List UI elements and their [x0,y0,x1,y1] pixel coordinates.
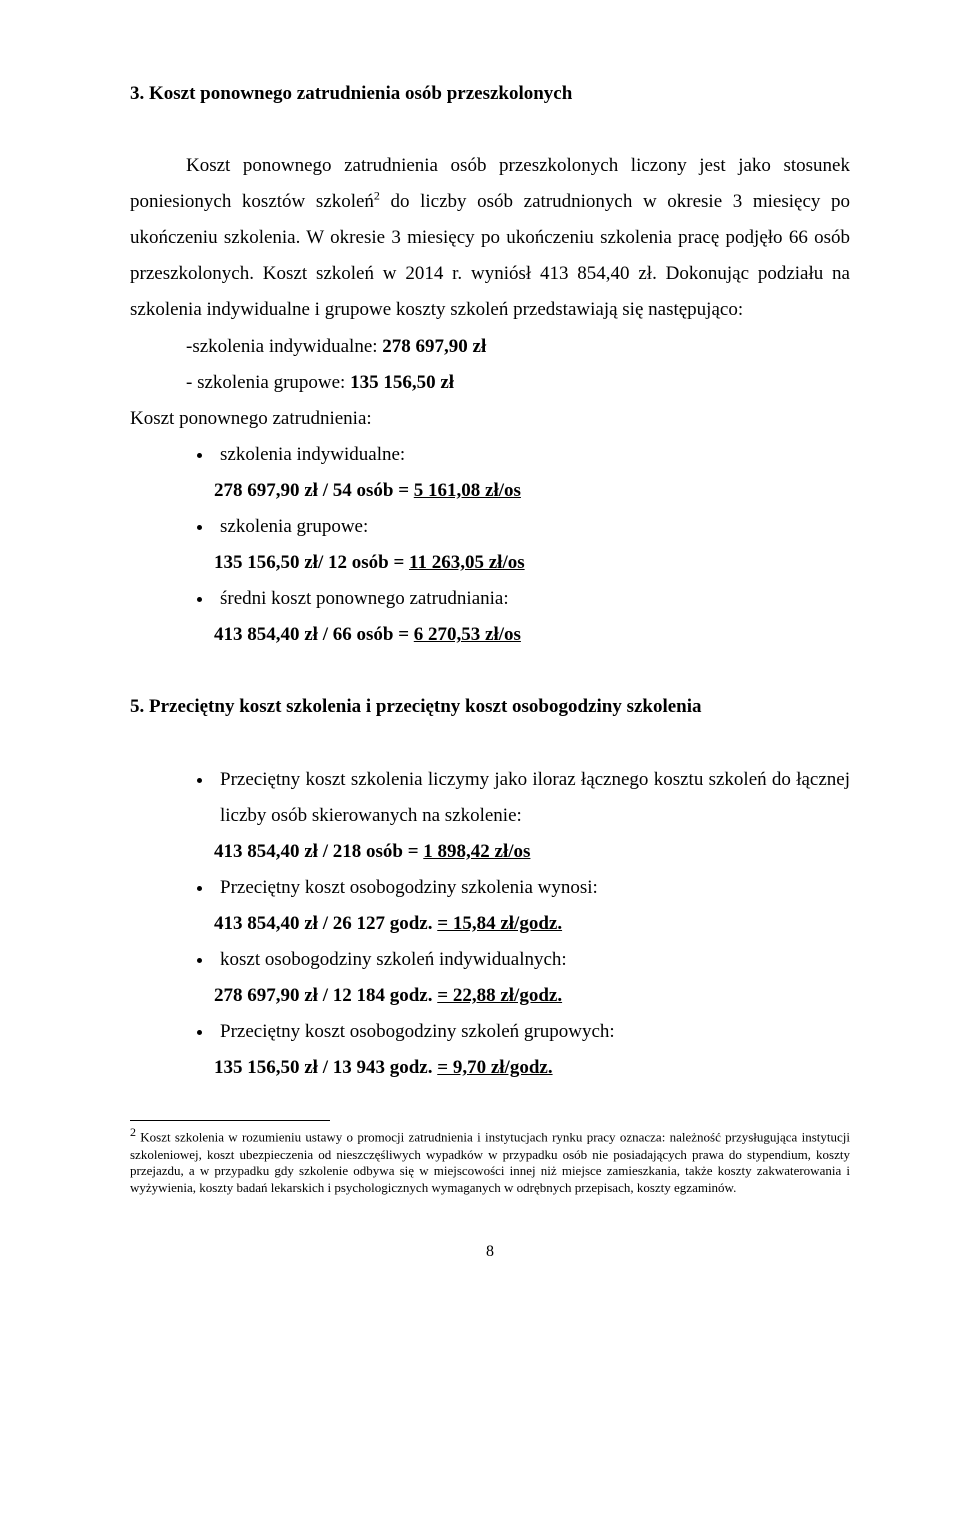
s5-bullet-list-2: Przeciętny koszt osobogodziny szkolenia … [130,870,850,906]
s5-b4-sub-a: 135 156,50 zł / 13 943 godz. [214,1057,437,1078]
indent2-value: 135 156,50 zł [350,372,454,393]
s5-b4-sub-u: = 9,70 zł/godz. [437,1057,552,1078]
indent2-label: - szkolenia grupowe: [186,372,350,393]
bullet-2-text: szkolenia grupowe: [220,516,368,537]
bullet-1-sub: 278 697,90 zł / 54 osób = 5 161,08 zł/os [214,473,850,509]
list-item: szkolenia grupowe: [214,509,850,545]
b3-sub-a: 413 854,40 zł / 66 osób = [214,624,414,645]
bullet-2-sub: 135 156,50 zł/ 12 osób = 11 263,05 zł/os [214,545,850,581]
b1-sub-u: 5 161,08 zł/os [414,480,521,501]
indent-line-2: - szkolenia grupowe: 135 156,50 zł [186,365,850,401]
indent1-value: 278 697,90 zł [382,336,486,357]
s5-b1-sub: 413 854,40 zł / 218 osób = 1 898,42 zł/o… [214,834,850,870]
list-item: Przeciętny koszt osobogodziny szkolenia … [214,870,850,906]
list-item: koszt osobogodziny szkoleń indywidualnyc… [214,942,850,978]
s5-bullet-list-4: Przeciętny koszt osobogodziny szkoleń gr… [130,1014,850,1050]
list-item: średni koszt ponownego zatrudniania: [214,581,850,617]
footnote-body: Koszt szkolenia w rozumieniu ustawy o pr… [130,1130,850,1196]
s5-b4-text: Przeciętny koszt osobogodziny szkoleń gr… [220,1021,615,1042]
heading-5: 5. Przeciętny koszt szkolenia i przecięt… [130,689,850,725]
indent-line-1: -szkolenia indywidualne: 278 697,90 zł [186,329,850,365]
s5-bullet-list-1: Przeciętny koszt szkolenia liczymy jako … [130,762,850,834]
s5-b1-sub-a: 413 854,40 zł / 218 osób = [214,841,423,862]
footnote-separator [130,1120,330,1121]
list-item: szkolenia indywidualne: [214,437,850,473]
s5-b4-sub: 135 156,50 zł / 13 943 godz. = 9,70 zł/g… [214,1050,850,1086]
s5-b2-text: Przeciętny koszt osobogodziny szkolenia … [220,877,598,898]
s5-bullet-list-3: koszt osobogodziny szkoleń indywidualnyc… [130,942,850,978]
s5-b2-sub-u: = 15,84 zł/godz. [437,913,562,934]
heading-3: 3. Koszt ponownego zatrudnienia osób prz… [130,76,850,112]
b3-sub-u: 6 270,53 zł/os [414,624,521,645]
bullet-list-2: szkolenia grupowe: [130,509,850,545]
b1-sub-a: 278 697,90 zł / 54 osób = [214,480,414,501]
footnote-text: 2 Koszt szkolenia w rozumieniu ustawy o … [130,1125,850,1197]
s5-b2-sub: 413 854,40 zł / 26 127 godz. = 15,84 zł/… [214,906,850,942]
b2-sub-a: 135 156,50 zł/ 12 osób = [214,552,409,573]
s5-b1-sub-u: 1 898,42 zł/os [423,841,530,862]
s5-b3-text: koszt osobogodziny szkoleń indywidualnyc… [220,949,567,970]
bullet-3-text: średni koszt ponownego zatrudniania: [220,588,509,609]
page-number: 8 [130,1237,850,1267]
s5-b3-sub-u: = 22,88 zł/godz. [437,985,562,1006]
bullet-1-text: szkolenia indywidualne: [220,444,405,465]
s5-b1-text: Przeciętny koszt szkolenia liczymy jako … [220,769,850,826]
list-item: Przeciętny koszt szkolenia liczymy jako … [214,762,850,834]
s5-b2-sub-a: 413 854,40 zł / 26 127 godz. [214,913,437,934]
bullet-3-sub: 413 854,40 zł / 66 osób = 6 270,53 zł/os [214,617,850,653]
indent1-label: -szkolenia indywidualne: [186,336,382,357]
list-item: Przeciętny koszt osobogodziny szkoleń gr… [214,1014,850,1050]
s5-b3-sub-a: 278 697,90 zł / 12 184 godz. [214,985,437,1006]
s5-b3-sub: 278 697,90 zł / 12 184 godz. = 22,88 zł/… [214,978,850,1014]
document-page: 3. Koszt ponownego zatrudnienia osób prz… [0,0,960,1328]
paragraph-1: Koszt ponownego zatrudnienia osób przesz… [130,148,850,328]
b2-sub-u: 11 263,05 zł/os [409,552,525,573]
bullet-list-3: średni koszt ponownego zatrudniania: [130,581,850,617]
kpz-label: Koszt ponownego zatrudnienia: [130,401,850,437]
bullet-list-1: szkolenia indywidualne: [130,437,850,473]
